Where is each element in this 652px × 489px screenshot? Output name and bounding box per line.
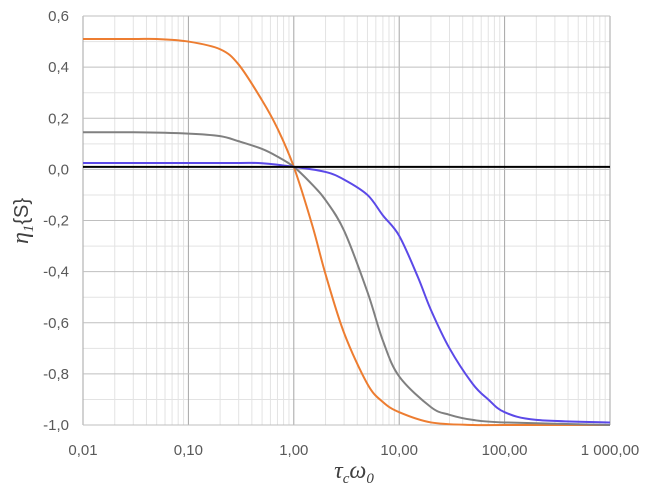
major-gridlines — [82, 15, 611, 426]
y-tick-label: -0,6 — [43, 315, 69, 332]
y-tick-label: -0,8 — [43, 366, 69, 383]
x-axis-title: τcω0 — [334, 458, 374, 487]
x-tick-label: 1 000,00 — [581, 442, 639, 459]
y-tick-label: 0,2 — [48, 110, 69, 127]
y-axis-title-main: η — [8, 232, 34, 244]
y-tick-label: -1,0 — [43, 417, 69, 434]
x-tick-label: 1,00 — [279, 442, 308, 459]
series-line-3 — [83, 161, 611, 424]
y-axis-title-tail: {S} — [11, 198, 33, 225]
y-tick-label: -0,4 — [43, 264, 69, 281]
y-tick-label: -0,2 — [43, 213, 69, 230]
x-tick-label: 10,00 — [380, 442, 418, 459]
y-axis-title-sub: 1 — [21, 225, 37, 233]
y-tick-label: 0,6 — [48, 8, 69, 25]
x-axis-title-sub2: 0 — [366, 471, 374, 487]
x-axis-title-sub1: c — [343, 471, 350, 487]
x-axis-title-main: τ — [334, 458, 344, 484]
y-tick-label: 0,0 — [48, 161, 69, 178]
x-tick-label: 100,00 — [482, 442, 528, 459]
x-tick-label: 0,10 — [174, 442, 203, 459]
x-tick-label: 0,01 — [68, 442, 97, 459]
series-line-2 — [82, 131, 611, 426]
y-tick-labels: 0,6 0,4 0,2 0,0 -0,2 -0,4 -0,6 -0,8 -1,0 — [43, 8, 69, 434]
y-tick-label: 0,4 — [48, 59, 69, 76]
y-axis-title: η1{S} — [8, 198, 37, 244]
x-tick-labels: 0,01 0,10 1,00 10,00 100,00 1 000,00 — [68, 442, 639, 459]
x-axis-title-mid: ω — [349, 458, 366, 484]
series-line-1 — [83, 37, 610, 427]
series-lines — [82, 37, 611, 427]
